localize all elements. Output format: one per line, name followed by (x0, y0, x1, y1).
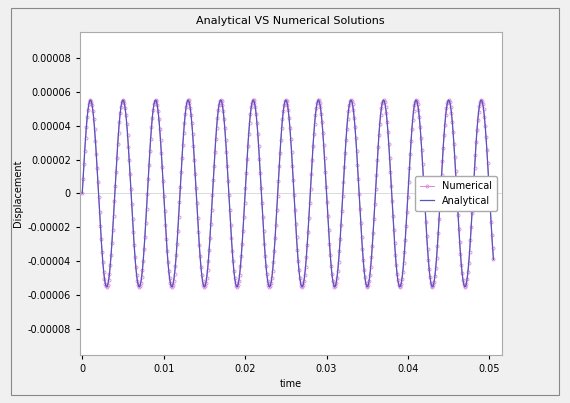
Analytical (254, 133, 261, 137)
Analytical (482, 129, 489, 134)
Title: Analytical VS Numerical Solutions: Analytical VS Numerical Solutions (197, 16, 385, 26)
Numerical (275, 179, 282, 183)
Numerical (429, 285, 436, 289)
Numerical (302, 264, 309, 269)
Numerical (482, 124, 488, 129)
Analytical (438, 176, 445, 181)
Analytical (185, 98, 192, 102)
Analytical (331, 285, 338, 289)
Analytical (79, 191, 86, 196)
Analytical (150, 104, 157, 109)
Numerical (278, 137, 284, 142)
Analytical (237, 268, 243, 273)
Y-axis label: Displacement: Displacement (13, 160, 23, 227)
Numerical (490, 257, 497, 262)
Legend: Numerical, Analytical: Numerical, Analytical (414, 176, 496, 211)
Analytical (126, 156, 133, 161)
Numerical (79, 191, 86, 196)
Line: Analytical: Analytical (82, 100, 494, 287)
X-axis label: time: time (280, 379, 302, 389)
Analytical (490, 257, 497, 262)
Numerical (324, 214, 331, 219)
Numerical (217, 98, 224, 102)
Numerical (417, 124, 424, 129)
Line: Numerical: Numerical (81, 99, 495, 288)
